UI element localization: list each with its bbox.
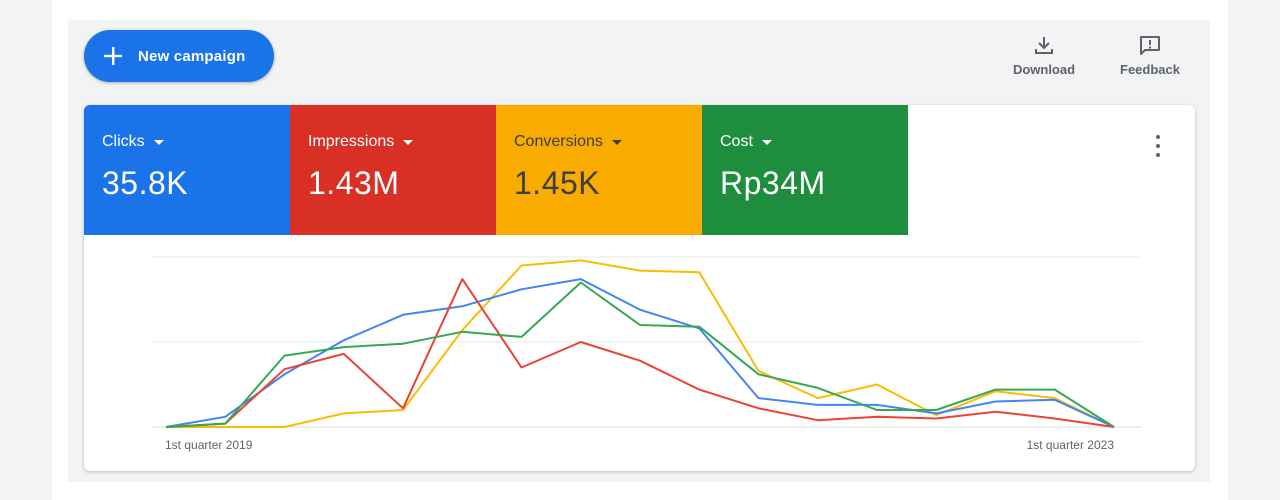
x-axis-end-label: 1st quarter 2023 xyxy=(1027,438,1115,452)
metric-impressions-label: Impressions xyxy=(308,133,395,150)
metric-impressions[interactable]: Impressions 1.43M xyxy=(290,105,496,235)
metric-clicks-label: Clicks xyxy=(102,133,145,150)
metric-conversions-value: 1.45K xyxy=(514,165,601,201)
series-line-clicks xyxy=(165,278,1115,428)
series-line-impressions xyxy=(165,278,1115,428)
metric-cost-label: Cost xyxy=(720,133,753,150)
more-options-icon[interactable] xyxy=(1148,135,1168,157)
metric-conversions[interactable]: Conversions 1.45K xyxy=(496,105,702,235)
new-campaign-label: New campaign xyxy=(138,47,246,65)
series-line-conversions xyxy=(166,259,1115,428)
download-button[interactable]: Download xyxy=(1004,34,1084,77)
download-label: Download xyxy=(1012,62,1076,77)
metric-clicks[interactable]: Clicks 35.8K xyxy=(84,105,290,235)
dropdown-arrow-icon[interactable] xyxy=(761,139,772,145)
series-line-cost xyxy=(165,281,1115,428)
dropdown-arrow-icon[interactable] xyxy=(403,139,414,145)
download-icon xyxy=(1035,37,1053,54)
feedback-button[interactable]: Feedback xyxy=(1110,34,1190,77)
metric-conversions-label: Conversions xyxy=(514,133,603,150)
metric-cost-value: Rp34M xyxy=(720,165,826,201)
feedback-label: Feedback xyxy=(1120,62,1180,77)
dropdown-arrow-icon[interactable] xyxy=(611,139,622,145)
x-axis-start-label: 1st quarter 2019 xyxy=(165,438,253,452)
metric-cost[interactable]: Cost Rp34M xyxy=(702,105,908,235)
performance-card: Clicks 35.8K Impressions 1.43M Conversio… xyxy=(84,105,1195,471)
dropdown-arrow-icon[interactable] xyxy=(153,139,164,145)
performance-chart: 1st quarter 2019 1st quarter 2023 xyxy=(152,256,1142,452)
new-campaign-button[interactable]: New campaign xyxy=(84,30,274,82)
plus-icon xyxy=(104,47,122,65)
metric-impressions-value: 1.43M xyxy=(308,165,400,201)
feedback-icon xyxy=(1140,36,1160,55)
metric-clicks-value: 35.8K xyxy=(102,165,189,201)
